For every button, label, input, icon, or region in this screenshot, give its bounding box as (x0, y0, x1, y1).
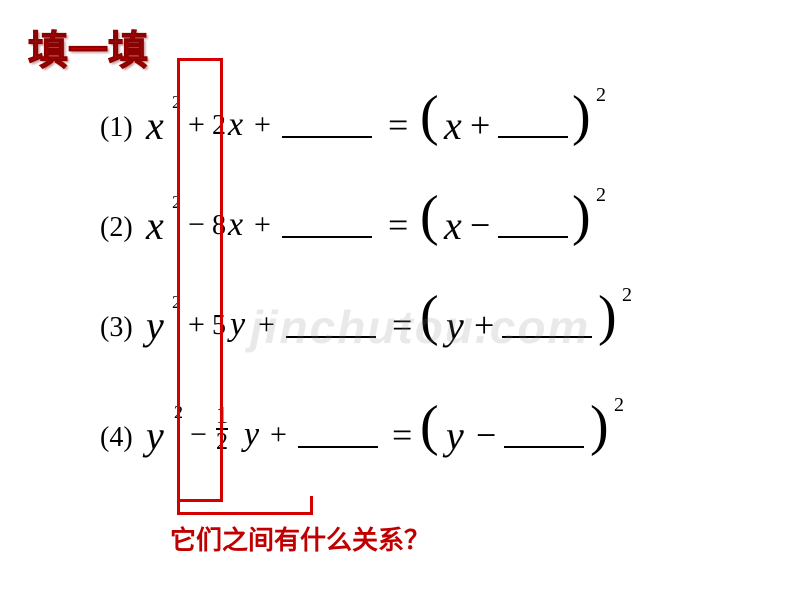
lhs-var: x (146, 102, 164, 149)
rhs-op: − (476, 414, 496, 456)
lhs-var: y (146, 412, 164, 459)
equals: = (392, 304, 412, 346)
rhs-sup: 2 (622, 284, 632, 307)
mid-var: y (230, 306, 245, 344)
mid-var: y (244, 416, 259, 454)
rhs-op: + (470, 104, 490, 146)
equals: = (388, 204, 408, 246)
eq-number: (3) (100, 312, 133, 344)
rhs-sup: 2 (614, 394, 624, 417)
blank-2 (498, 236, 568, 238)
blank-1 (282, 136, 372, 138)
blank-1 (282, 236, 372, 238)
rhs-var: y (446, 302, 464, 349)
lparen: ( (420, 184, 439, 248)
blank-2 (498, 136, 568, 138)
plus2: + (254, 108, 271, 142)
lparen: ( (420, 84, 439, 148)
blank-2 (504, 446, 584, 448)
eq-number: (1) (100, 112, 133, 144)
lhs-var: y (146, 302, 164, 349)
rhs-sup: 2 (596, 184, 606, 207)
rhs-sup: 2 (596, 84, 606, 107)
relation-bracket (177, 496, 313, 515)
page-title: 填一填 (28, 18, 148, 76)
rparen: ) (598, 284, 617, 348)
highlight-box (177, 58, 223, 502)
blank-1 (286, 336, 376, 338)
blank-2 (502, 336, 592, 338)
question-text: 它们之间有什么关系？ (170, 520, 430, 557)
mid-var: x (228, 106, 243, 144)
rparen: ) (572, 184, 591, 248)
lparen: ( (420, 284, 439, 348)
plus2: + (254, 208, 271, 242)
rhs-var: x (444, 102, 462, 149)
eq-number: (4) (100, 422, 133, 454)
equals: = (388, 104, 408, 146)
plus2: + (270, 418, 287, 452)
blank-1 (298, 446, 378, 448)
plus2: + (258, 308, 275, 342)
eq-number: (2) (100, 212, 133, 244)
rhs-op: + (474, 304, 494, 346)
mid-var: x (228, 206, 243, 244)
rhs-var: y (446, 412, 464, 459)
lhs-var: x (146, 202, 164, 249)
rhs-op: − (470, 204, 490, 246)
equals: = (392, 414, 412, 456)
rhs-var: x (444, 202, 462, 249)
lparen: ( (420, 394, 439, 458)
rparen: ) (572, 84, 591, 148)
rparen: ) (590, 394, 609, 458)
